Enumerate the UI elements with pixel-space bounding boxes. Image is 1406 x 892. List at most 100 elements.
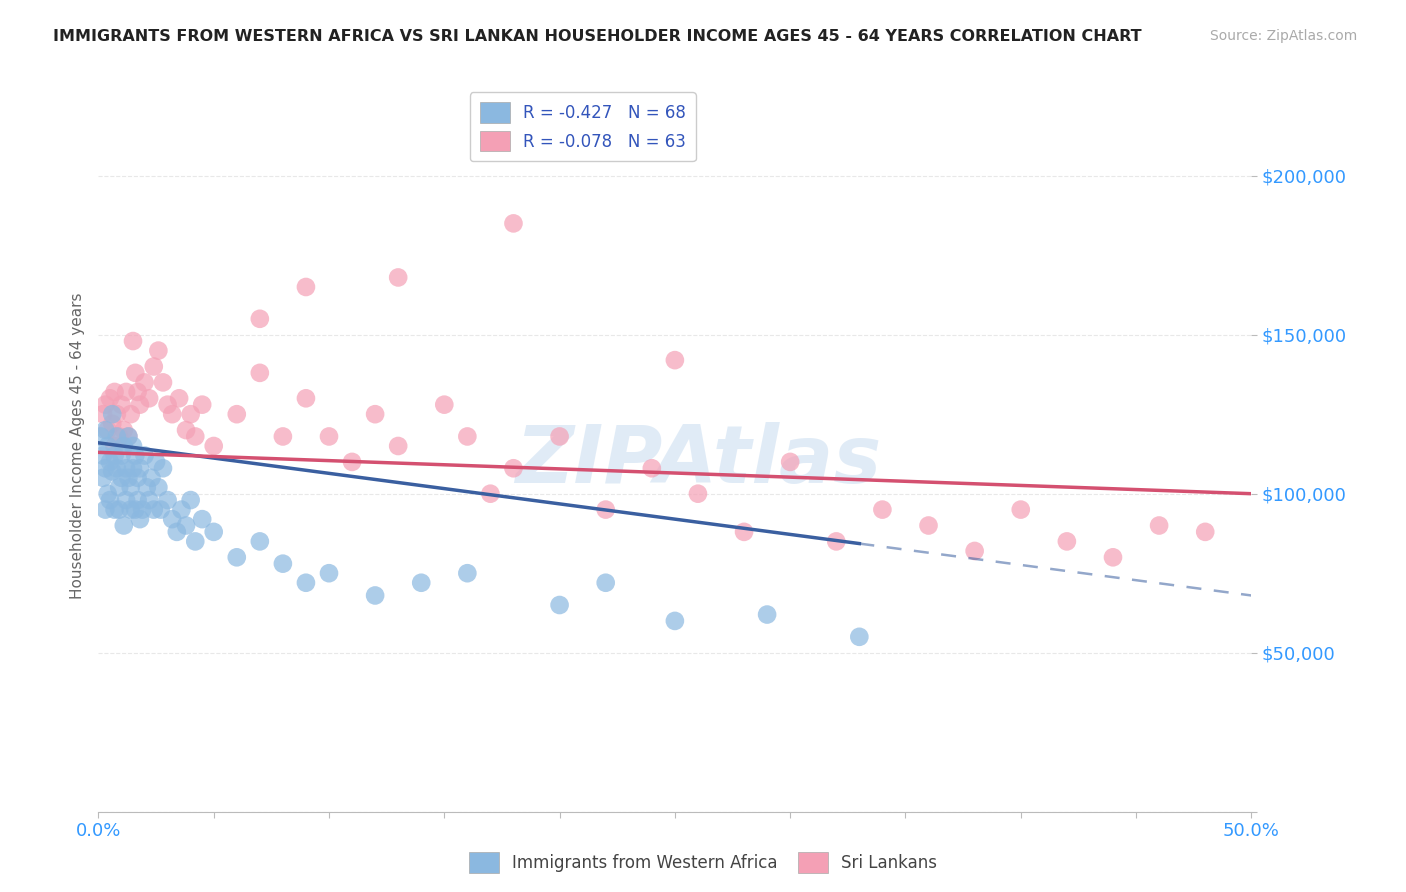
Point <box>167 392 190 406</box>
Point <box>134 376 156 390</box>
Point <box>641 461 664 475</box>
Point <box>387 270 409 285</box>
Point <box>103 449 125 463</box>
Point <box>117 429 139 443</box>
Point <box>502 461 524 475</box>
Point <box>249 534 271 549</box>
Point <box>1194 524 1216 539</box>
Point <box>456 566 478 581</box>
Point <box>148 343 170 358</box>
Point <box>97 423 120 437</box>
Point <box>160 512 183 526</box>
Point <box>91 407 114 421</box>
Point <box>249 311 271 326</box>
Point <box>108 480 131 494</box>
Point <box>115 384 138 399</box>
Point <box>152 461 174 475</box>
Point <box>138 493 160 508</box>
Point <box>686 486 709 500</box>
Point <box>103 384 125 399</box>
Point <box>295 392 318 406</box>
Point <box>90 429 112 443</box>
Point <box>225 550 247 565</box>
Point <box>101 465 124 479</box>
Point <box>174 518 197 533</box>
Point <box>98 493 121 508</box>
Point <box>917 518 939 533</box>
Point <box>129 398 152 412</box>
Point <box>94 502 117 516</box>
Point <box>120 480 142 494</box>
Text: ZIPAtlas: ZIPAtlas <box>515 422 882 500</box>
Point <box>149 502 172 516</box>
Point <box>98 455 121 469</box>
Point <box>779 455 801 469</box>
Point <box>145 455 167 469</box>
Point <box>94 398 117 412</box>
Legend: Immigrants from Western Africa, Sri Lankans: Immigrants from Western Africa, Sri Lank… <box>463 846 943 880</box>
Point <box>848 630 870 644</box>
Point <box>120 502 142 516</box>
Point <box>134 449 156 463</box>
Point <box>1010 502 1032 516</box>
Point <box>756 607 779 622</box>
Y-axis label: Householder Income Ages 45 - 64 years: Householder Income Ages 45 - 64 years <box>69 293 84 599</box>
Point <box>191 512 214 526</box>
Point <box>138 392 160 406</box>
Point <box>115 461 138 475</box>
Point <box>110 449 132 463</box>
Point <box>479 486 502 500</box>
Point <box>340 455 363 469</box>
Point <box>295 280 318 294</box>
Point <box>166 524 188 539</box>
Point <box>122 334 145 348</box>
Text: Source: ZipAtlas.com: Source: ZipAtlas.com <box>1209 29 1357 43</box>
Point <box>152 376 174 390</box>
Point <box>1102 550 1125 565</box>
Point <box>595 575 617 590</box>
Point <box>103 502 125 516</box>
Point <box>170 502 193 516</box>
Point <box>387 439 409 453</box>
Point <box>160 407 183 421</box>
Point <box>156 493 179 508</box>
Point <box>129 461 152 475</box>
Point <box>295 575 318 590</box>
Point <box>364 407 387 421</box>
Point <box>202 439 225 453</box>
Point <box>548 429 571 443</box>
Point <box>103 439 125 453</box>
Point <box>131 502 153 516</box>
Point <box>94 423 117 437</box>
Point <box>110 471 132 485</box>
Point <box>872 502 894 516</box>
Point <box>117 471 139 485</box>
Point <box>97 439 120 453</box>
Point <box>105 407 128 421</box>
Point <box>91 471 114 485</box>
Point <box>141 471 163 485</box>
Point <box>124 449 146 463</box>
Point <box>548 598 571 612</box>
Point <box>184 429 207 443</box>
Point <box>124 502 146 516</box>
Point <box>318 429 340 443</box>
Point <box>184 534 207 549</box>
Point <box>142 502 165 516</box>
Point <box>271 429 294 443</box>
Point <box>105 429 128 443</box>
Point <box>112 423 135 437</box>
Point <box>180 407 202 421</box>
Point <box>142 359 165 374</box>
Point <box>825 534 848 549</box>
Point <box>97 486 120 500</box>
Point <box>1147 518 1170 533</box>
Point <box>117 429 139 443</box>
Point <box>120 407 142 421</box>
Point <box>318 566 340 581</box>
Point <box>664 614 686 628</box>
Point <box>148 480 170 494</box>
Point <box>271 557 294 571</box>
Point <box>91 449 114 463</box>
Point <box>202 524 225 539</box>
